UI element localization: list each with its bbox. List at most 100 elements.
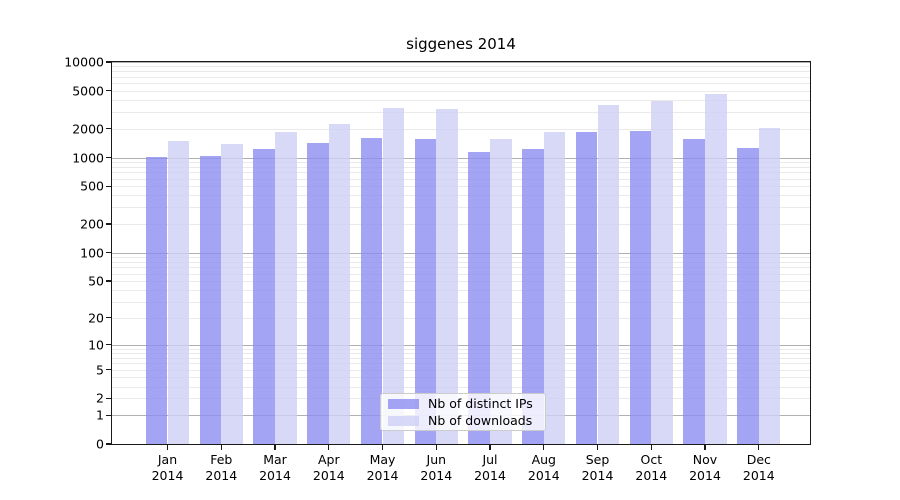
- chart-title: siggenes 2014: [406, 35, 516, 53]
- y-tick-label: 10: [88, 337, 104, 352]
- gridline-minor: [112, 352, 810, 354]
- y-tick-mark: [106, 185, 111, 187]
- gridline-minor: [112, 186, 810, 188]
- gridline-minor: [112, 377, 810, 379]
- y-tick-mark: [106, 128, 111, 130]
- gridline-minor: [112, 273, 810, 275]
- gridline-minor: [112, 256, 810, 258]
- x-tick-label: May 2014: [366, 452, 399, 483]
- x-tick-label: Jan 2014: [151, 452, 184, 483]
- gridline-minor: [112, 90, 810, 92]
- y-tick-label: 5000: [72, 83, 104, 99]
- legend-swatch-downloads: [388, 415, 419, 426]
- gridline-minor: [112, 71, 810, 73]
- x-tick-mark: [274, 445, 276, 450]
- x-tick-mark: [166, 445, 169, 450]
- y-tick-mark: [106, 223, 111, 225]
- gridline-minor: [112, 267, 810, 269]
- gridline-minor: [112, 224, 810, 225]
- x-tick-label: Sep 2014: [581, 452, 614, 483]
- x-tick-mark: [489, 445, 491, 450]
- gridline-minor: [112, 290, 810, 291]
- y-tick-mark: [106, 414, 111, 416]
- bar-downloads: [436, 108, 458, 444]
- x-tick-label: Apr 2014: [312, 452, 345, 483]
- bar-downloads: [328, 123, 351, 444]
- bar-downloads: [382, 107, 405, 444]
- legend-item-distinct-ips: Nb of distinct IPs: [388, 397, 545, 410]
- x-tick-label: Oct 2014: [635, 452, 668, 483]
- legend-label-downloads: Nb of downloads: [428, 413, 533, 428]
- y-tick-label: 200: [80, 216, 104, 232]
- y-tick-mark: [106, 317, 111, 319]
- x-tick-mark: [596, 445, 599, 450]
- legend: Nb of distinct IPs Nb of downloads: [380, 393, 546, 431]
- bar-distinct-ips: [199, 156, 222, 444]
- gridline-minor: [112, 207, 810, 209]
- gridline-minor: [112, 301, 810, 303]
- y-tick-label: 100: [80, 245, 104, 261]
- y-tick-mark: [106, 61, 111, 63]
- x-tick-mark: [758, 445, 760, 450]
- bar-downloads: [597, 105, 620, 444]
- gridline-minor: [112, 128, 810, 130]
- gridline-minor: [112, 357, 810, 359]
- gridline-major: [112, 62, 810, 63]
- x-tick-label: Aug 2014: [527, 452, 560, 483]
- bar-distinct-ips: [683, 138, 705, 444]
- legend-label-distinct-ips: Nb of distinct IPs: [428, 396, 533, 411]
- bar-distinct-ips: [253, 148, 275, 444]
- y-tick-label: 500: [80, 178, 104, 194]
- x-tick-mark: [435, 445, 437, 450]
- bar-distinct-ips: [360, 138, 383, 444]
- bar-downloads: [167, 141, 190, 444]
- gridline-minor: [112, 363, 810, 365]
- bar-distinct-ips: [629, 131, 652, 444]
- x-tick-mark: [704, 445, 706, 450]
- gridline-minor: [112, 386, 810, 388]
- y-tick-mark: [106, 156, 111, 159]
- x-tick-label: Dec 2014: [742, 452, 775, 483]
- gridline-minor: [112, 280, 810, 282]
- x-tick-mark: [543, 445, 545, 450]
- bar-downloads: [275, 131, 297, 444]
- x-tick-mark: [328, 445, 330, 450]
- x-tick-label: Jul 2014: [474, 452, 506, 483]
- y-tick-mark: [106, 252, 111, 254]
- x-tick-label: Feb 2014: [205, 452, 238, 483]
- x-tick-mark: [381, 445, 384, 450]
- gridline-minor: [112, 369, 810, 371]
- bar-distinct-ips: [468, 152, 490, 444]
- gridline-major: [112, 344, 810, 346]
- gridline-minor: [112, 100, 810, 101]
- y-tick-mark: [106, 443, 111, 445]
- legend-swatch-distinct-ips: [388, 398, 419, 409]
- y-tick-label: 1: [96, 407, 104, 423]
- gridline-minor: [112, 317, 810, 319]
- gridline-minor: [112, 66, 810, 68]
- y-tick-mark: [106, 90, 111, 92]
- legend-item-downloads: Nb of downloads: [388, 414, 545, 427]
- y-tick-label: 2000: [72, 121, 104, 137]
- bar-downloads: [758, 127, 781, 444]
- gridline-major: [112, 252, 810, 254]
- x-tick-label: Mar 2014: [259, 452, 291, 483]
- bar-distinct-ips: [737, 147, 759, 444]
- y-tick-mark: [106, 280, 111, 282]
- gridline-minor: [112, 172, 810, 174]
- x-tick-label: Nov 2014: [689, 452, 721, 483]
- bar-downloads: [221, 144, 243, 444]
- gridline-minor: [112, 83, 810, 85]
- gridline-major: [112, 157, 810, 159]
- bar-downloads: [651, 100, 673, 444]
- gridline-minor: [112, 195, 810, 197]
- gridline-minor: [112, 166, 810, 168]
- gridline-minor: [112, 111, 810, 113]
- y-tick-label: 5: [96, 362, 104, 378]
- gridline-minor: [112, 178, 810, 180]
- y-tick-label: 50: [88, 273, 104, 289]
- gridline-minor: [112, 161, 810, 163]
- y-tick-mark: [106, 369, 111, 371]
- gridline-minor: [112, 76, 810, 78]
